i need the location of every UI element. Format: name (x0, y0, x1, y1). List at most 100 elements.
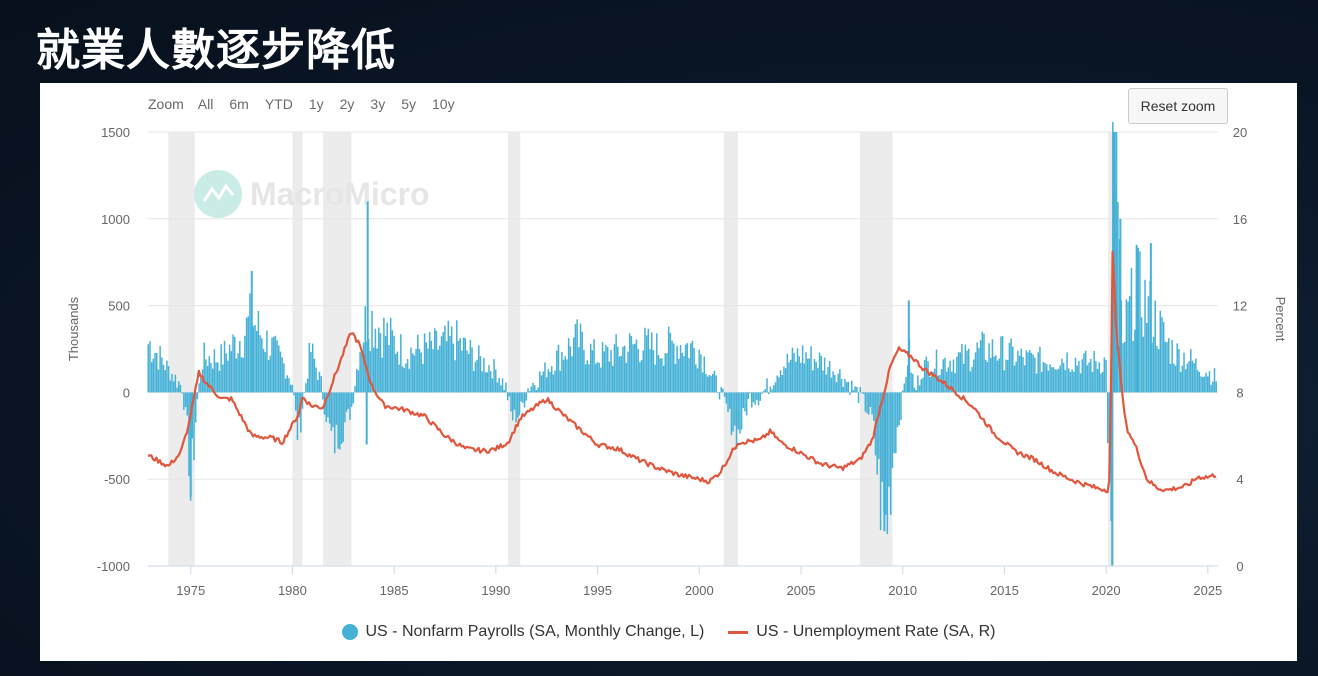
payroll-bar (196, 392, 199, 400)
range-10y-button[interactable]: 10y (432, 96, 455, 112)
payroll-bar (1156, 345, 1158, 393)
payroll-bar (617, 346, 619, 393)
payroll-bar (907, 300, 910, 393)
legend-item-payrolls[interactable]: US - Nonfarm Payrolls (SA, Monthly Chang… (341, 623, 704, 641)
payroll-bar (428, 331, 431, 393)
payroll-bar (749, 392, 751, 394)
payroll-bar (984, 359, 987, 393)
payroll-bar (847, 381, 850, 393)
payroll-bar (747, 392, 750, 399)
payroll-bar (500, 385, 502, 393)
payroll-bar (998, 358, 1000, 393)
payroll-bar (359, 351, 361, 393)
payroll-bar (1190, 349, 1192, 393)
payroll-bar (1051, 367, 1053, 393)
payroll-bar (752, 392, 755, 403)
payroll-bar (706, 376, 709, 393)
range-ytd-button[interactable]: YTD (264, 96, 293, 112)
payroll-bar (793, 352, 795, 393)
range-1y-button[interactable]: 1y (308, 96, 324, 112)
payroll-bar (427, 348, 429, 393)
payroll-bar (1081, 359, 1084, 393)
payroll-bar (584, 364, 587, 393)
payroll-bar (469, 339, 472, 393)
payroll-bar (659, 358, 661, 393)
payroll-bar (591, 350, 594, 393)
payroll-bar (757, 392, 760, 406)
payroll-bar (520, 392, 522, 402)
range-3y-button[interactable]: 3y (370, 96, 386, 112)
payroll-bar (342, 392, 344, 442)
payroll-bar (486, 372, 489, 393)
payroll-bar (215, 362, 217, 393)
legend-item-unemployment[interactable]: US - Unemployment Rate (SA, R) (728, 623, 995, 641)
payroll-bar (456, 320, 458, 393)
payroll-bar (750, 392, 753, 408)
payroll-bar (1057, 368, 1060, 393)
range-2y-button[interactable]: 2y (339, 96, 355, 112)
payroll-bar (467, 353, 470, 393)
payroll-bar (827, 366, 829, 393)
payroll-bar (756, 392, 758, 401)
payroll-bar (713, 370, 716, 393)
payroll-bar (189, 392, 192, 497)
range-6m-button[interactable]: 6m (229, 96, 249, 112)
range-all-button[interactable]: All (197, 96, 214, 112)
payroll-bar (901, 390, 904, 393)
chart-panel: Zoom All 6m YTD 1y 2y 3y 5y 10y Reset zo… (40, 83, 1297, 661)
payroll-bar (667, 326, 670, 393)
left-tick-label: 500 (108, 299, 130, 314)
payroll-bar (244, 335, 246, 393)
payroll-bar (903, 383, 906, 393)
payroll-bar (545, 377, 548, 393)
payroll-bar (852, 390, 855, 393)
range-selector: Zoom All 6m YTD 1y 2y 3y 5y 10y (148, 95, 471, 113)
payroll-bar (813, 358, 816, 393)
payroll-bar (298, 392, 300, 418)
payroll-bar (695, 364, 697, 393)
payroll-bar (657, 355, 660, 393)
payroll-bar (1119, 218, 1122, 393)
payroll-bar (578, 347, 580, 393)
payroll-bar (745, 392, 748, 416)
payroll-bar (164, 370, 166, 393)
payroll-bar (259, 335, 261, 393)
payroll-bar (1079, 373, 1082, 393)
payroll-bar (198, 383, 200, 393)
payroll-bar (788, 362, 790, 393)
payroll-bar (1042, 361, 1045, 393)
payroll-bar (778, 377, 780, 393)
payroll-bar (530, 386, 533, 393)
payroll-bar (739, 392, 741, 434)
payroll-bar (710, 375, 712, 393)
payroll-bar (969, 371, 972, 393)
watermark-text: MacroMicro (250, 176, 430, 212)
payroll-bar (1086, 365, 1089, 393)
reset-zoom-button[interactable]: Reset zoom (1128, 88, 1228, 124)
payroll-bar (1123, 342, 1126, 393)
payroll-bar (567, 338, 570, 393)
payroll-bar (740, 392, 743, 430)
payroll-bar (1000, 336, 1002, 393)
payroll-bar (862, 392, 865, 394)
left-tick-label: -1000 (97, 559, 130, 574)
range-5y-button[interactable]: 5y (401, 96, 416, 112)
payroll-bar (835, 382, 838, 393)
payroll-bar (152, 358, 155, 393)
payroll-bar (1191, 360, 1194, 393)
payroll-bar (554, 370, 556, 393)
payroll-bar (315, 367, 317, 393)
payroll-bar (610, 350, 612, 393)
x-tick-label: 1990 (481, 583, 510, 598)
x-tick-label: 1995 (583, 583, 612, 598)
payroll-bar (1018, 355, 1021, 393)
payroll-bar (374, 328, 377, 393)
right-tick-label: 20 (1233, 125, 1247, 140)
payroll-bar (927, 361, 929, 393)
payroll-bar (1161, 317, 1163, 393)
payroll-bar (974, 352, 977, 393)
payroll-bar (306, 378, 309, 393)
payroll-bar (606, 347, 609, 393)
payroll-bar (1062, 362, 1065, 393)
payroll-bar (1069, 371, 1072, 393)
